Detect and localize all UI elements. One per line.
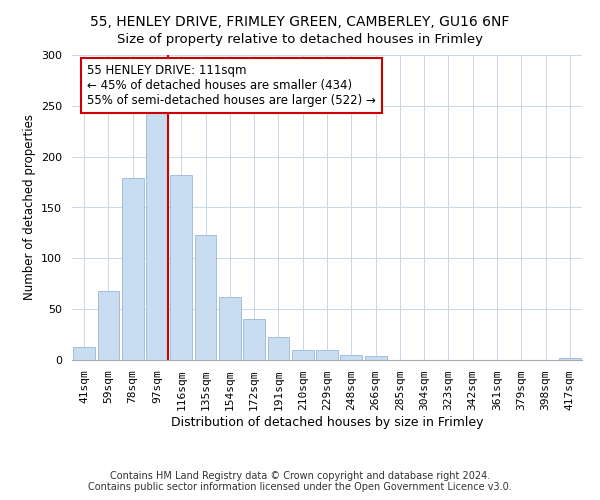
Bar — [340, 355, 362, 360]
Bar — [170, 175, 192, 360]
Bar — [122, 178, 143, 360]
Bar — [219, 297, 241, 360]
Bar — [146, 110, 168, 360]
Bar — [97, 291, 119, 360]
Bar — [194, 235, 217, 360]
Text: 55 HENLEY DRIVE: 111sqm
← 45% of detached houses are smaller (434)
55% of semi-d: 55 HENLEY DRIVE: 111sqm ← 45% of detache… — [88, 64, 376, 107]
Bar — [268, 336, 289, 360]
Text: Size of property relative to detached houses in Frimley: Size of property relative to detached ho… — [117, 32, 483, 46]
Text: 55, HENLEY DRIVE, FRIMLEY GREEN, CAMBERLEY, GU16 6NF: 55, HENLEY DRIVE, FRIMLEY GREEN, CAMBERL… — [91, 15, 509, 29]
Bar — [73, 347, 95, 360]
Text: Contains HM Land Registry data © Crown copyright and database right 2024.
Contai: Contains HM Land Registry data © Crown c… — [88, 471, 512, 492]
Bar — [292, 350, 314, 360]
Bar — [243, 320, 265, 360]
Y-axis label: Number of detached properties: Number of detached properties — [23, 114, 35, 300]
Bar — [316, 350, 338, 360]
X-axis label: Distribution of detached houses by size in Frimley: Distribution of detached houses by size … — [171, 416, 483, 429]
Bar — [559, 358, 581, 360]
Bar — [365, 356, 386, 360]
